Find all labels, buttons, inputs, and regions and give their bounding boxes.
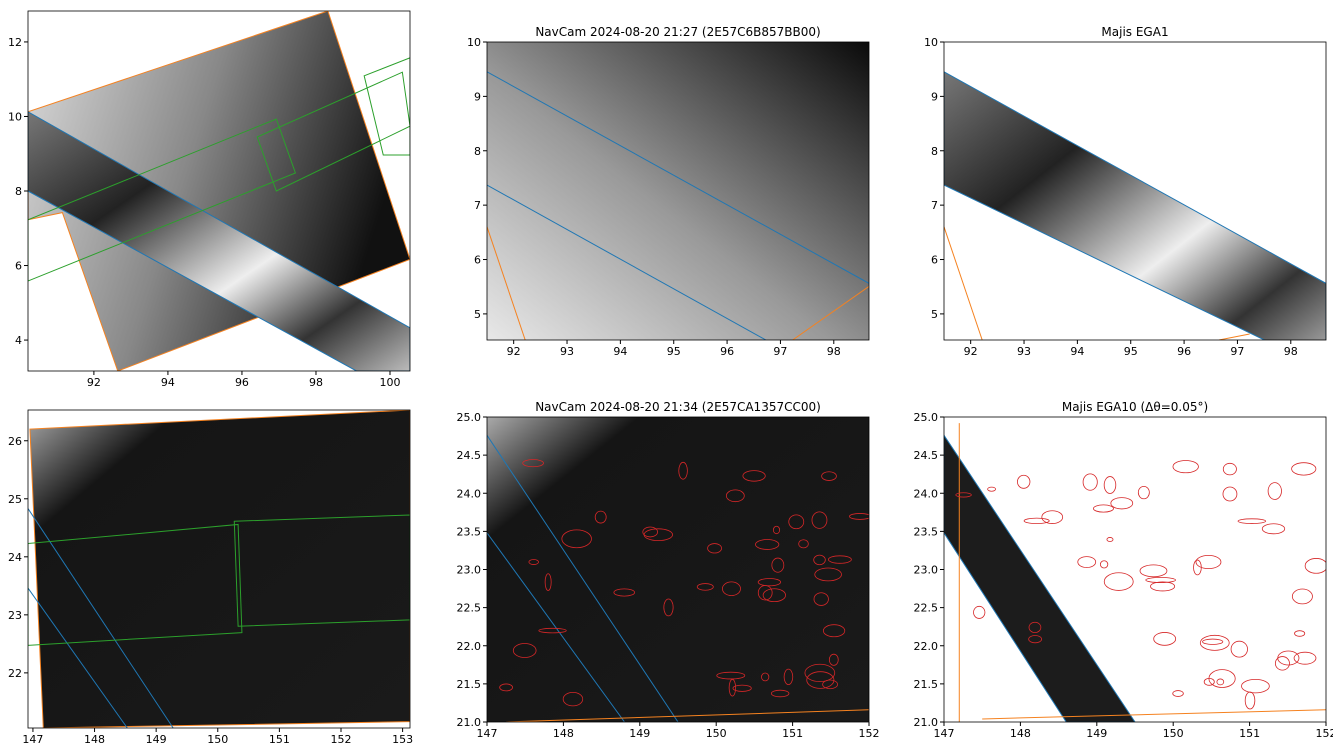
x-tick-label: 92 bbox=[87, 376, 101, 389]
y-tick-label: 23.0 bbox=[457, 564, 482, 577]
y-tick-label: 22.5 bbox=[457, 602, 482, 615]
image-background bbox=[487, 42, 869, 340]
x-tick-label: 94 bbox=[161, 376, 175, 389]
x-tick-label: 97 bbox=[773, 345, 787, 358]
y-tick-label: 21.0 bbox=[914, 716, 939, 729]
y-tick-label: 22.0 bbox=[914, 640, 939, 653]
x-tick-label: 150 bbox=[207, 733, 228, 745]
x-tick-label: 151 bbox=[269, 733, 290, 745]
x-tick-label: 149 bbox=[629, 727, 650, 740]
y-tick-label: 5 bbox=[474, 308, 481, 321]
x-tick-label: 150 bbox=[1163, 727, 1184, 740]
y-tick-label: 8 bbox=[931, 145, 938, 158]
y-tick-label: 25 bbox=[8, 493, 22, 506]
y-tick-label: 25.0 bbox=[914, 411, 939, 424]
x-tick-label: 92 bbox=[507, 345, 521, 358]
y-tick-label: 23.5 bbox=[457, 525, 482, 538]
y-tick-label: 23 bbox=[8, 609, 22, 622]
x-tick-label: 93 bbox=[560, 345, 574, 358]
y-tick-label: 23.5 bbox=[914, 525, 939, 538]
panel-title: NavCam 2024-08-20 21:34 (2E57CA1357CC00) bbox=[535, 400, 821, 414]
x-tick-label: 100 bbox=[380, 376, 401, 389]
x-tick-label: 151 bbox=[782, 727, 803, 740]
y-tick-label: 7 bbox=[931, 199, 938, 212]
y-tick-label: 21.5 bbox=[914, 678, 939, 691]
x-tick-label: 98 bbox=[1284, 345, 1298, 358]
x-tick-label: 149 bbox=[146, 733, 167, 745]
x-tick-label: 92 bbox=[964, 345, 978, 358]
y-tick-label: 21.0 bbox=[457, 716, 482, 729]
x-tick-label: 152 bbox=[859, 727, 880, 740]
x-tick-label: 153 bbox=[392, 733, 413, 745]
x-tick-label: 96 bbox=[720, 345, 734, 358]
y-tick-label: 10 bbox=[8, 110, 22, 123]
y-tick-label: 24.0 bbox=[914, 487, 939, 500]
image-area bbox=[28, 11, 410, 371]
figure: 929496981004681012NavCam 2024-08-20 21:2… bbox=[0, 0, 1333, 745]
image-area bbox=[944, 417, 1327, 722]
y-tick-label: 4 bbox=[15, 334, 22, 347]
x-tick-label: 96 bbox=[235, 376, 249, 389]
x-tick-label: 96 bbox=[1177, 345, 1191, 358]
x-tick-label: 94 bbox=[613, 345, 627, 358]
y-tick-label: 9 bbox=[931, 90, 938, 103]
y-tick-label: 6 bbox=[931, 254, 938, 267]
y-tick-label: 23.0 bbox=[914, 564, 939, 577]
image-background bbox=[487, 417, 869, 722]
y-tick-label: 22 bbox=[8, 667, 22, 680]
panel-title: Majis EGA10 (Δθ=0.05°) bbox=[1062, 400, 1208, 414]
y-tick-label: 8 bbox=[15, 185, 22, 198]
y-tick-label: 5 bbox=[931, 308, 938, 321]
y-tick-label: 7 bbox=[474, 199, 481, 212]
y-tick-label: 22.0 bbox=[457, 640, 482, 653]
image-area bbox=[487, 42, 869, 340]
footprint bbox=[30, 410, 410, 728]
x-tick-label: 151 bbox=[1239, 727, 1260, 740]
panel-title: NavCam 2024-08-20 21:27 (2E57C6B857BB00) bbox=[535, 25, 820, 39]
y-tick-label: 12 bbox=[8, 36, 22, 49]
image-area bbox=[28, 410, 410, 728]
y-tick-label: 24 bbox=[8, 551, 22, 564]
y-tick-label: 25.0 bbox=[457, 411, 482, 424]
y-tick-label: 10 bbox=[467, 36, 481, 49]
x-tick-label: 150 bbox=[706, 727, 727, 740]
image-area bbox=[944, 42, 1326, 370]
y-tick-label: 26 bbox=[8, 435, 22, 448]
x-tick-label: 95 bbox=[667, 345, 681, 358]
y-tick-label: 6 bbox=[474, 254, 481, 267]
image-area bbox=[487, 417, 871, 722]
x-tick-label: 93 bbox=[1017, 345, 1031, 358]
y-tick-label: 6 bbox=[15, 260, 22, 273]
y-tick-label: 9 bbox=[474, 90, 481, 103]
y-tick-label: 24.5 bbox=[914, 449, 939, 462]
x-tick-label: 98 bbox=[309, 376, 323, 389]
y-tick-label: 10 bbox=[924, 36, 938, 49]
x-tick-label: 152 bbox=[330, 733, 351, 745]
y-tick-label: 21.5 bbox=[457, 678, 482, 691]
x-tick-label: 94 bbox=[1070, 345, 1084, 358]
x-tick-label: 148 bbox=[553, 727, 574, 740]
x-tick-label: 147 bbox=[22, 733, 43, 745]
x-tick-label: 148 bbox=[84, 733, 105, 745]
y-tick-label: 8 bbox=[474, 145, 481, 158]
x-tick-label: 97 bbox=[1230, 345, 1244, 358]
y-tick-label: 22.5 bbox=[914, 602, 939, 615]
x-tick-label: 152 bbox=[1316, 727, 1333, 740]
y-tick-label: 24.0 bbox=[457, 487, 482, 500]
x-tick-label: 98 bbox=[827, 345, 841, 358]
y-tick-label: 24.5 bbox=[457, 449, 482, 462]
panel-title: Majis EGA1 bbox=[1101, 25, 1168, 39]
x-tick-label: 148 bbox=[1010, 727, 1031, 740]
x-tick-label: 95 bbox=[1124, 345, 1138, 358]
x-tick-label: 149 bbox=[1086, 727, 1107, 740]
